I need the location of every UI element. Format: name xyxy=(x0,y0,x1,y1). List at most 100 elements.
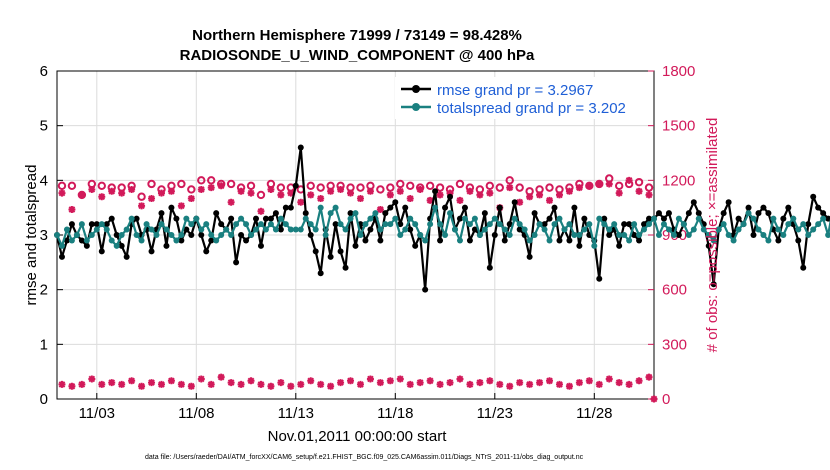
rmse-point xyxy=(83,242,90,249)
totalspread-point xyxy=(143,221,150,228)
totalspread-point xyxy=(193,215,200,222)
obs-possible-marker xyxy=(505,176,514,185)
totalspread-point xyxy=(755,226,762,233)
totalspread-point xyxy=(641,226,648,233)
rmse-point xyxy=(660,215,667,222)
totalspread-point xyxy=(128,215,135,222)
rmse-point xyxy=(501,237,508,244)
rmse-point xyxy=(58,253,65,260)
rmse-point xyxy=(760,204,767,211)
obs-assimilated-upper-marker xyxy=(615,189,623,197)
rmse-point xyxy=(496,204,503,211)
obs-assimilated-upper-marker xyxy=(476,191,484,199)
rmse-point xyxy=(581,215,588,222)
totalspread-point xyxy=(253,226,259,233)
rmse-point xyxy=(750,232,757,238)
obs-possible-marker xyxy=(246,181,256,191)
rmse-point xyxy=(352,242,359,249)
obs-possible-marker xyxy=(107,183,116,192)
totalspread-point xyxy=(521,226,528,233)
totalspread-point xyxy=(725,232,732,238)
obs-possible-marker xyxy=(634,177,644,187)
obs-assimilated-lower-marker xyxy=(486,377,494,385)
totalspread-point xyxy=(412,221,419,228)
totalspread-point xyxy=(481,226,488,233)
obs-possible-marker xyxy=(366,181,375,191)
rmse-point xyxy=(551,204,558,211)
obs-assimilated-upper-marker xyxy=(98,193,106,201)
obs-possible-marker xyxy=(326,181,335,191)
obs-possible-marker xyxy=(97,181,106,191)
rmse-point xyxy=(218,221,225,228)
rmse-point xyxy=(233,259,240,266)
rmse-point xyxy=(616,242,623,249)
obs-assimilated-upper-marker xyxy=(247,189,255,197)
rmse-point xyxy=(800,264,807,271)
totalspread-point xyxy=(312,226,319,233)
obs-possible-series xyxy=(57,174,654,201)
rmse-point xyxy=(387,204,394,211)
legend-spread-label: totalspread grand pr = 3.202 xyxy=(437,100,626,117)
obs-assimilated-upper-marker xyxy=(227,198,235,206)
rmse-point xyxy=(805,221,812,228)
obs-assimilated-lower-marker xyxy=(297,380,305,388)
obs-assimilated-lower-marker xyxy=(466,380,474,388)
totalspread-point xyxy=(700,226,707,233)
rmse-point xyxy=(148,248,155,255)
rmse-point xyxy=(367,226,374,233)
rmse-point xyxy=(516,226,523,233)
totalspread-point xyxy=(163,226,170,233)
obs-assimilated-lower-marker xyxy=(406,380,414,388)
totalspread-point xyxy=(442,232,449,238)
rmse-point xyxy=(596,275,603,282)
data-file-footnote: data file: /Users/raeder/DAI/ATM_forcXX/… xyxy=(145,454,584,461)
obs-possible-marker xyxy=(415,183,425,192)
totalspread-point xyxy=(800,221,807,228)
rmse-point xyxy=(785,204,792,211)
obs-possible-marker xyxy=(316,183,325,192)
y-right-tick-label: 1800 xyxy=(662,63,695,80)
y-left-tick-label: 3 xyxy=(40,227,48,244)
obs-possible-marker xyxy=(137,192,146,201)
totalspread-point xyxy=(720,221,727,228)
rmse-point xyxy=(491,232,498,238)
obs-assimilated-lower-marker xyxy=(546,377,554,385)
totalspread-point xyxy=(347,215,354,222)
y-right-tick-label: 0 xyxy=(662,391,670,408)
totalspread-point xyxy=(705,232,712,238)
legend-box xyxy=(395,77,647,119)
obs-possible-marker xyxy=(535,185,544,194)
totalspread-point xyxy=(297,226,304,233)
obs-assimilated-lower-marker xyxy=(217,373,225,381)
totalspread-point xyxy=(113,242,120,249)
totalspread-point xyxy=(233,221,240,228)
obs-assimilated-upper-marker xyxy=(167,187,175,195)
totalspread-point xyxy=(78,221,85,228)
rmse-point xyxy=(272,210,279,217)
x-tick-label: 11/08 xyxy=(178,405,214,422)
totalspread-series xyxy=(54,204,830,249)
totalspread-point xyxy=(825,232,830,238)
totalspread-point xyxy=(760,232,767,238)
rmse-point xyxy=(332,221,339,228)
obs-assimilated-upper-marker xyxy=(68,205,76,213)
rmse-point xyxy=(397,221,404,228)
totalspread-point xyxy=(566,221,573,228)
totalspread-point xyxy=(561,226,568,233)
obs-assimilated-lower-marker xyxy=(516,379,524,387)
obs-possible-marker xyxy=(256,190,266,200)
totalspread-point xyxy=(208,232,215,238)
obs-assimilated-upper-marker xyxy=(386,191,394,199)
rmse-point xyxy=(442,204,449,211)
obs-assimilated-upper-marker xyxy=(536,191,544,199)
totalspread-point xyxy=(740,221,747,228)
rmse-point xyxy=(765,210,772,217)
totalspread-point xyxy=(352,210,359,217)
obs-assimilated-lower-marker xyxy=(118,380,126,388)
obs-possible-marker xyxy=(585,181,594,191)
totalspread-point xyxy=(631,221,638,228)
obs-assimilated-lower-marker xyxy=(585,377,593,385)
obs-possible-marker xyxy=(207,176,216,185)
obs-assimilated-upper-marker xyxy=(366,187,374,195)
